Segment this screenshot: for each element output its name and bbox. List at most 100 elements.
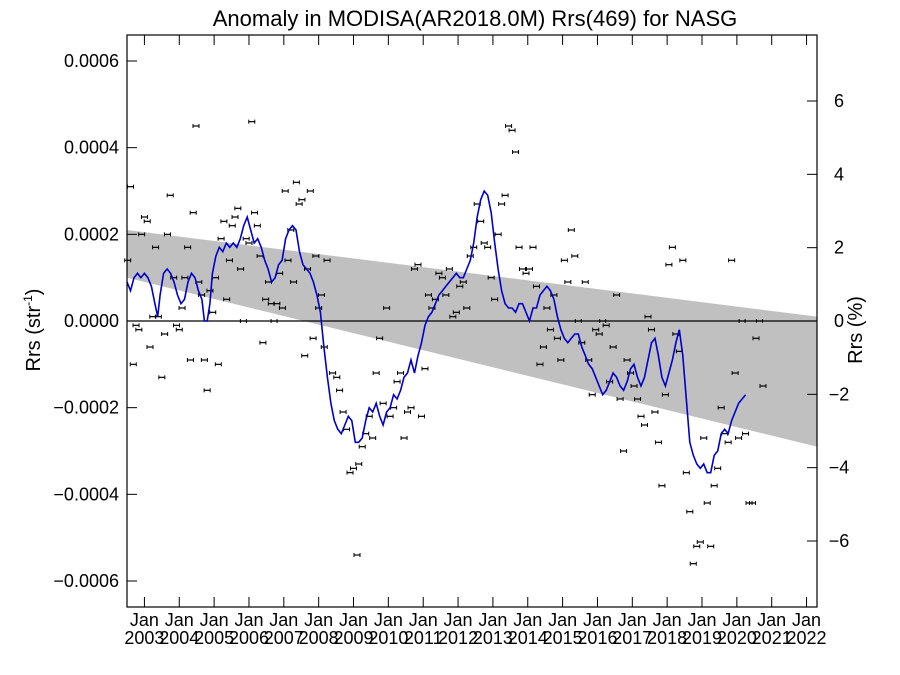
- data-point: [661, 392, 669, 397]
- data-point: [407, 405, 415, 410]
- data-point: [494, 232, 502, 237]
- data-point: [414, 262, 422, 267]
- data-point: [270, 319, 278, 323]
- x-tick-month: Jan: [792, 610, 821, 630]
- data-point: [245, 241, 253, 245]
- data-point: [480, 241, 488, 245]
- data-point: [599, 319, 607, 323]
- y-tick-label: −0.0006: [53, 571, 119, 591]
- smoothed-line: [126, 189, 747, 474]
- y2-tick-label: −6: [829, 531, 850, 551]
- data-point: [735, 436, 743, 440]
- data-point: [560, 258, 568, 263]
- data-point: [637, 414, 645, 419]
- data-point: [658, 483, 666, 488]
- data-point: [421, 366, 429, 371]
- data-point: [435, 271, 443, 276]
- data-point: [728, 258, 736, 263]
- data-point: [400, 436, 408, 440]
- data-point: [539, 345, 547, 349]
- data-point: [306, 189, 314, 193]
- data-point: [146, 345, 154, 349]
- data-point: [424, 293, 432, 297]
- data-point: [192, 124, 200, 128]
- x-tick-month: Jan: [548, 610, 577, 630]
- data-point: [470, 245, 478, 250]
- data-point: [543, 306, 551, 310]
- data-point: [505, 124, 513, 128]
- data-point: [501, 193, 509, 198]
- data-point: [353, 553, 361, 557]
- y-tick-label: −0.0004: [53, 484, 119, 504]
- x-tick-month: Jan: [478, 610, 507, 630]
- x-tick-month: Jan: [374, 610, 403, 630]
- data-point: [383, 306, 391, 310]
- data-point: [616, 397, 624, 401]
- data-point: [620, 449, 628, 453]
- data-point: [644, 314, 652, 319]
- data-point: [532, 284, 540, 289]
- y2-tick-label: 4: [834, 164, 844, 184]
- data-point: [358, 444, 366, 449]
- y2-axis-label: Rrs (%): [845, 296, 867, 364]
- data-point: [278, 306, 286, 310]
- data-point: [376, 336, 384, 341]
- data-point: [189, 210, 197, 215]
- data-point: [578, 340, 586, 345]
- data-point: [223, 297, 231, 302]
- data-point: [393, 379, 401, 384]
- data-point: [700, 436, 708, 440]
- x-tick-year: 2021: [752, 628, 792, 648]
- x-tick-month: Jan: [687, 610, 716, 630]
- data-point: [588, 392, 596, 397]
- data-point: [301, 353, 309, 358]
- y2-tick-label: −4: [829, 458, 850, 478]
- data-point: [262, 297, 270, 302]
- x-tick-year: 2018: [647, 628, 687, 648]
- x-tick-month: Jan: [444, 610, 473, 630]
- y-tick-label: 0.0002: [64, 224, 119, 244]
- x-tick-month: Jan: [200, 610, 229, 630]
- x-tick-year: 2011: [404, 628, 443, 648]
- data-point: [200, 358, 208, 362]
- data-point: [386, 414, 394, 419]
- data-point: [203, 388, 211, 393]
- data-point: [668, 245, 676, 250]
- data-point: [515, 245, 523, 250]
- data-point: [491, 297, 499, 302]
- data-point: [184, 245, 192, 250]
- data-point: [329, 371, 337, 375]
- x-tick-year: 2022: [787, 628, 827, 648]
- data-point: [463, 306, 471, 310]
- data-point: [553, 336, 561, 341]
- data-point: [248, 119, 256, 124]
- data-point: [339, 410, 347, 414]
- data-point: [259, 340, 267, 345]
- data-point: [411, 267, 418, 271]
- x-tick-year: 2008: [299, 628, 339, 648]
- data-point: [132, 323, 140, 328]
- data-point: [634, 397, 642, 401]
- data-point: [519, 267, 527, 271]
- x-tick-month: Jan: [339, 610, 368, 630]
- x-tick-month: Jan: [409, 610, 438, 630]
- y-tick-label: 0.0004: [64, 138, 119, 158]
- data-point: [242, 236, 250, 241]
- data-point: [234, 206, 242, 211]
- data-point: [237, 267, 245, 271]
- data-point: [175, 327, 183, 332]
- data-point: [459, 280, 467, 284]
- data-point: [613, 293, 621, 297]
- data-point: [602, 323, 610, 328]
- x-tick-year: 2014: [508, 628, 548, 648]
- y2-tick-label: 0: [834, 311, 844, 331]
- data-point: [693, 544, 701, 549]
- data-point: [449, 314, 457, 319]
- data-point: [749, 501, 757, 505]
- x-tick-year: 2006: [229, 628, 269, 648]
- data-point: [522, 271, 530, 276]
- data-point: [295, 202, 303, 206]
- data-point: [707, 544, 715, 549]
- x-tick-month: Jan: [618, 610, 647, 630]
